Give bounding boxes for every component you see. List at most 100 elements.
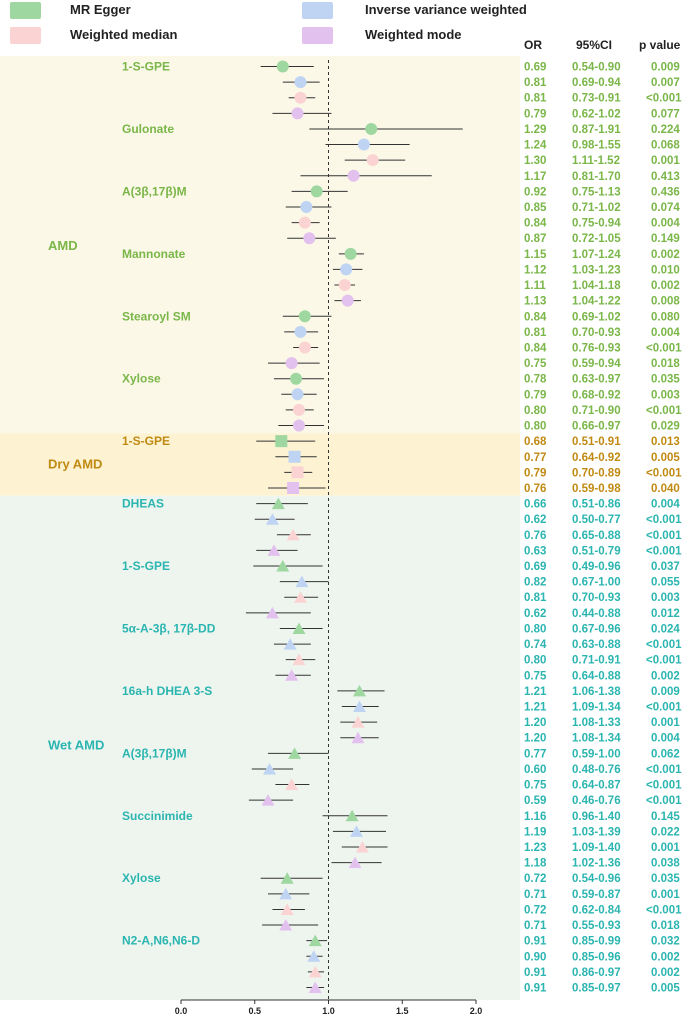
p-value: 0.010 [651,264,680,276]
point-estimate [308,981,322,993]
ci-value: 0.64-0.88 [572,670,621,682]
or-value: 0.60 [524,764,546,776]
or-value: 1.16 [524,811,546,823]
or-value: 0.71 [524,889,547,901]
point-estimate [298,216,311,229]
or-value: 0.76 [524,483,546,495]
or-value: 0.91 [524,967,547,979]
x-tick-label: 0.5 [248,1006,261,1016]
point-estimate [291,107,304,120]
point-estimate [338,279,351,292]
ci-value: 0.70-0.93 [572,327,621,339]
point-estimate [294,76,307,89]
point-estimate [292,653,306,666]
point-estimate [276,60,289,73]
ci-value: 1.08-1.33 [572,717,621,729]
point-estimate [294,325,307,338]
p-value: <0.001 [646,764,682,776]
point-estimate [294,91,307,104]
or-value: 0.80 [524,623,546,635]
or-value: 0.80 [524,405,546,417]
ci-value: 0.67-1.00 [572,577,621,589]
legend-label-ivw: Inverse variance weighted [365,2,527,17]
ci-value: 0.59-0.98 [572,483,621,495]
point-estimate [271,497,285,510]
p-value: <0.001 [646,93,682,105]
ci-value: 0.85-0.97 [572,982,621,994]
band-wet-amd [0,495,520,1000]
ci-value: 1.03-1.23 [572,264,621,276]
ci-value: 0.71-1.02 [572,202,621,214]
or-value: 0.84 [524,218,547,230]
ci-value: 0.63-0.88 [572,639,621,651]
ci-value: 0.86-0.97 [572,967,621,979]
p-value: 0.005 [651,452,680,464]
point-estimate [276,560,290,572]
point-estimate [285,669,299,681]
p-value: <0.001 [646,467,682,479]
p-value: 0.022 [651,826,680,838]
column-header-p: p value [639,38,681,52]
x-axis: 0.0 0.5 1.0 1.5 2.0 [175,999,482,1016]
point-estimate [344,247,357,260]
p-value: 0.077 [651,108,680,120]
point-estimate [285,357,298,370]
p-value: <0.001 [646,530,682,542]
point-estimate [291,466,304,479]
exposure-label: 5α-A-3β, 17β-DD [122,621,216,635]
exposure-label: Mannonate [122,247,186,261]
ci-value: 0.63-0.97 [572,374,621,386]
point-estimate [352,700,366,713]
ci-value: 0.68-0.92 [572,389,621,401]
band-dry-amd [0,433,520,496]
ci-value: 0.76-0.93 [572,342,621,354]
p-value: 0.012 [651,608,680,620]
point-estimate [341,294,354,307]
or-value: 0.81 [524,592,547,604]
ci-value: 1.04-1.18 [572,280,621,292]
or-value: 1.12 [524,264,546,276]
exposure-label: 16a-h DHEA 3-S [122,684,212,698]
or-value: 0.91 [524,936,547,948]
exposure-label: 1-S-GPE [122,60,170,74]
point-estimate [300,200,313,213]
group-label: Wet AMD [48,738,104,753]
column-header-or: OR [524,38,542,52]
ci-value: 0.67-0.96 [572,623,621,635]
p-value: 0.040 [651,483,680,495]
p-value: <0.001 [646,639,682,651]
p-value: 0.149 [651,233,680,245]
point-estimate [263,762,276,775]
legend-swatch-ivw [302,2,333,19]
or-value: 1.20 [524,733,546,745]
exposure-label: A(3β,17β)M [122,746,187,760]
or-value: 1.17 [524,171,546,183]
p-value: 0.002 [651,967,680,979]
or-value: 0.59 [524,795,546,807]
p-value: 0.005 [651,982,680,994]
ci-value: 0.65-0.88 [572,530,621,542]
p-value: 0.436 [651,186,680,198]
ci-value: 0.46-0.76 [572,795,621,807]
point-estimate [275,435,288,448]
exposure-label: Xylose [122,871,161,885]
or-value: 1.20 [524,717,546,729]
ci-value: 0.96-1.40 [572,811,621,823]
ci-value: 0.59-0.87 [572,889,621,901]
point-estimate [265,606,279,619]
point-estimate [340,263,353,276]
ci-value: 0.54-0.90 [572,62,621,74]
ci-value: 0.50-0.77 [572,514,621,526]
p-value: 0.038 [651,858,680,870]
point-estimate [283,638,297,650]
ci-value: 0.51-0.91 [572,436,621,448]
point-estimate [288,450,301,463]
ci-value: 0.54-0.96 [572,873,621,885]
or-value: 0.72 [524,873,546,885]
ci-value: 1.07-1.24 [572,249,621,261]
or-value: 0.81 [524,327,547,339]
point-estimate [279,919,293,931]
or-value: 0.79 [524,108,546,120]
or-value: 1.18 [524,858,547,870]
